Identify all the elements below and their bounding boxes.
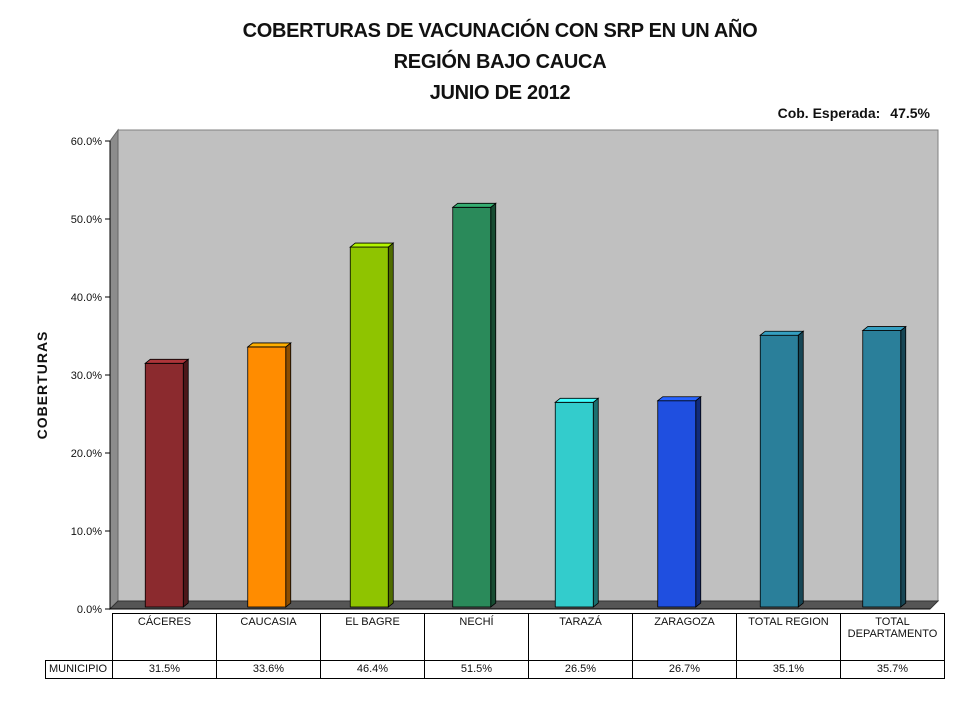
y-tick-label: 20.0% [71,448,102,460]
chart-title-line-1: COBERTURAS DE VACUNACIÓN CON SRP EN UN A… [242,20,758,42]
series-name: MUNICIPIO [45,660,113,679]
value-row: MUNICIPIO 31.5% 33.6% 46.4% 51.5% 26.5% … [45,660,945,679]
category-label: TOTAL REGION [736,613,841,661]
category-label: TOTAL DEPARTAMENTO [840,613,945,661]
y-tick-label: 60.0% [71,136,102,148]
data-value: 31.5% [112,660,217,679]
bar [657,400,697,608]
y-tick-label: 30.0% [71,370,102,382]
bar [759,334,799,608]
data-value: 35.7% [840,660,945,679]
bar-top [656,396,702,402]
expected-coverage: Cob. Esperada: 47.5% [778,105,930,121]
y-tick-label: 40.0% [71,292,102,304]
bar-side [182,358,189,608]
y-tick-label: 0.0% [77,604,102,616]
bar-top [451,202,497,208]
bar-top [349,242,395,248]
data-value: 26.7% [632,660,737,679]
y-tick-label: 10.0% [71,526,102,538]
category-row: CÁCERES CAUCASIA EL BAGRE NECHÍ TARAZÁ Z… [45,613,945,661]
data-value: 33.6% [216,660,321,679]
bar-side [900,325,907,608]
bar-top [554,397,600,403]
data-value: 46.4% [320,660,425,679]
expected-coverage-value: 47.5% [890,105,930,121]
data-value: 51.5% [424,660,529,679]
data-value: 35.1% [736,660,841,679]
table-corner [45,613,113,661]
bar [144,362,184,608]
category-label: TARAZÁ [528,613,633,661]
bar-side [490,202,497,608]
bar-side [695,395,702,608]
bar [247,346,287,608]
category-label: NECHÍ [424,613,529,661]
bar-top [144,358,190,364]
category-label: ZARAGOZA [632,613,737,661]
plot-back-wall [117,129,939,602]
expected-coverage-label: Cob. Esperada: [777,105,881,121]
bar-top [246,342,292,348]
data-table: CÁCERES CAUCASIA EL BAGRE NECHÍ TARAZÁ Z… [45,613,945,679]
category-label: CÁCERES [112,613,217,661]
bar-side [387,242,394,608]
y-tick-label: 50.0% [71,214,102,226]
bar-top [759,330,805,336]
plot-side-wall [109,128,119,611]
bar-top [861,326,907,331]
bar [349,246,389,608]
chart-title-line-3: JUNIO DE 2012 [429,82,571,104]
plot-floor [108,600,940,610]
bar-side [285,342,292,608]
bar [554,401,594,608]
category-label: EL BAGRE [320,613,425,661]
bar-side [797,330,804,608]
bar [862,330,902,608]
chart-title-line-2: REGIÓN BAJO CAUCA [393,51,607,73]
data-value: 26.5% [528,660,633,679]
bar-side [592,397,599,608]
category-label: CAUCASIA [216,613,321,661]
bar [452,206,492,608]
